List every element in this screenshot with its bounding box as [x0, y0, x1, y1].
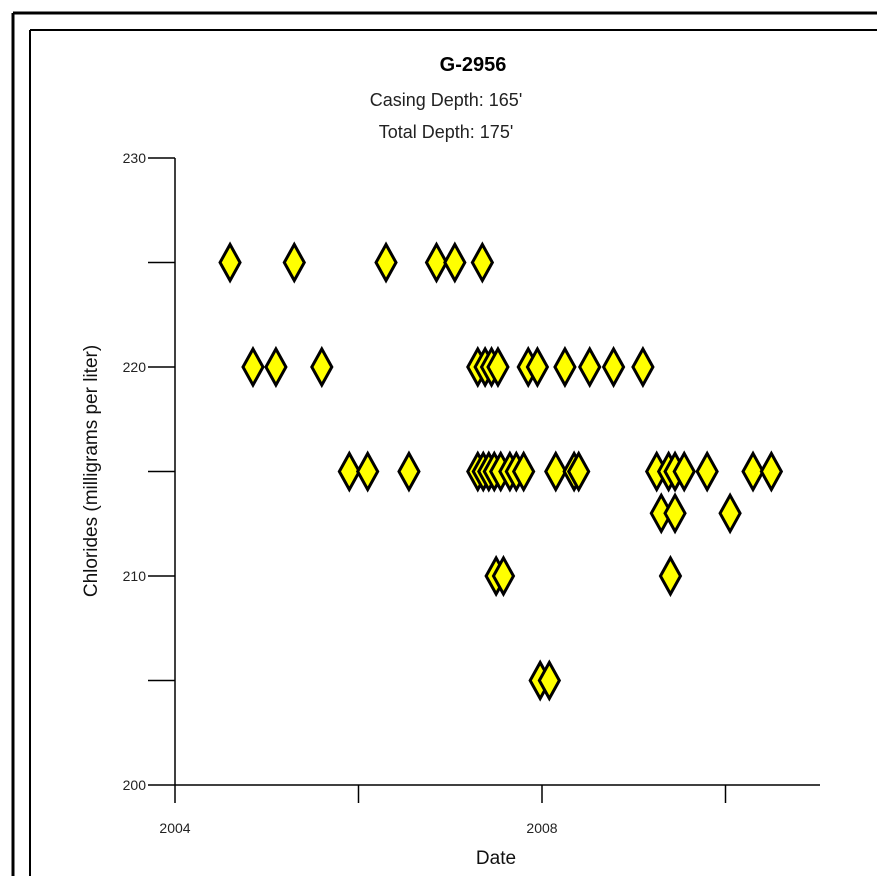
data-point-38: [741, 450, 765, 493]
chart-subtitle-total-depth: Total Depth: 175': [379, 122, 514, 142]
data-point-29: [511, 450, 536, 493]
data-point-39: [759, 450, 784, 493]
data-point-12: [486, 345, 510, 389]
data-point-1: [282, 241, 306, 284]
data-point-18: [631, 345, 655, 389]
data-point-21: [397, 450, 421, 493]
data-point-14: [525, 345, 550, 389]
data-point-16: [577, 345, 602, 389]
data-point-45: [658, 554, 683, 598]
y-tick-label-210: 210: [123, 568, 147, 584]
data-point-37: [695, 450, 719, 493]
data-point-19: [337, 450, 362, 493]
data-point-5: [470, 241, 495, 284]
data-point-17: [601, 345, 626, 389]
data-point-0: [218, 241, 242, 284]
data-points: [218, 241, 784, 702]
data-point-30: [544, 450, 568, 493]
data-point-2: [374, 241, 398, 284]
chart-subtitle-casing-depth: Casing Depth: 165': [370, 90, 523, 110]
x-axis-label: Date: [476, 848, 516, 869]
data-point-7: [264, 345, 288, 389]
data-point-41: [663, 492, 687, 535]
data-point-42: [718, 492, 742, 535]
data-point-15: [553, 345, 577, 389]
axis-ticks: 200 210 220 230 2004 2008: [123, 150, 727, 836]
data-point-32: [566, 450, 591, 493]
y-tick-label-200: 200: [123, 777, 147, 793]
x-tick-label-2008: 2008: [526, 820, 557, 836]
data-point-4: [443, 241, 467, 284]
y-tick-label-230: 230: [123, 150, 147, 166]
data-point-36: [672, 450, 696, 493]
data-point-47: [537, 659, 562, 702]
x-tick-label-2004: 2004: [159, 820, 190, 836]
data-point-3: [424, 241, 449, 284]
data-point-6: [241, 345, 265, 389]
data-point-20: [355, 450, 380, 493]
data-point-44: [491, 554, 516, 598]
data-point-8: [310, 345, 334, 389]
chart-title: G-2956: [440, 54, 507, 76]
y-tick-label-220: 220: [123, 359, 147, 375]
y-axis-label: Chlorides (milligrams per liter): [81, 345, 102, 597]
